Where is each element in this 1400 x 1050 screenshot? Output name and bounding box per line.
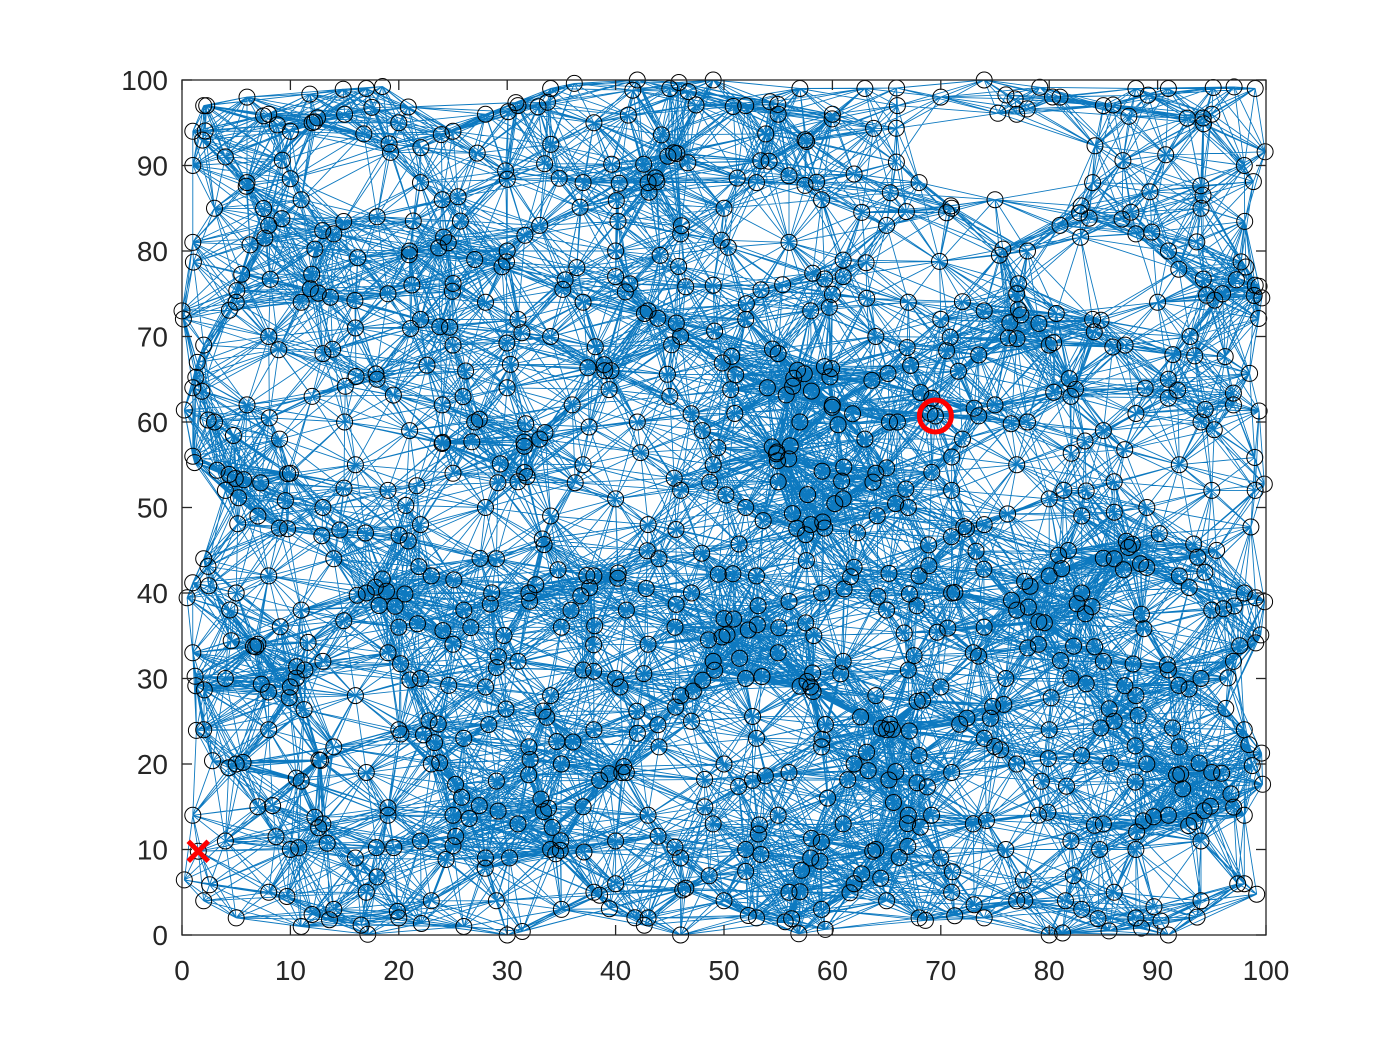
y-tick-label: 70: [137, 322, 168, 353]
special-markers: [186, 397, 954, 863]
x-tick-label: 0: [174, 955, 190, 986]
y-tick-label: 60: [137, 407, 168, 438]
x-tick-label: 60: [817, 955, 848, 986]
node-circles: [173, 71, 1274, 944]
y-tick-label: 50: [137, 493, 168, 524]
graph-edges: [181, 79, 1266, 936]
x-tick-label: 10: [275, 955, 306, 986]
x-tick-label: 80: [1034, 955, 1065, 986]
x-tick-label: 20: [383, 955, 414, 986]
y-tick-label: 100: [121, 65, 168, 96]
y-tick-label: 40: [137, 578, 168, 609]
y-tick-label: 30: [137, 664, 168, 695]
y-axis-ticks: 0 10 20 30 40 50 60 70 80 90 100: [121, 65, 1266, 951]
x-tick-label: 40: [600, 955, 631, 986]
plot-area: [173, 71, 1274, 944]
x-tick-label: 50: [708, 955, 739, 986]
y-tick-label: 20: [137, 749, 168, 780]
y-tick-label: 90: [137, 151, 168, 182]
goal-marker-circle: [916, 397, 954, 435]
x-tick-label: 90: [1142, 955, 1173, 986]
start-marker-x: [186, 839, 211, 863]
x-axis-ticks: 0 10 20 30 40 50 60 70 80 90 100: [174, 80, 1289, 986]
graph-nodes: [173, 71, 1274, 944]
edge-lines: [181, 79, 1266, 936]
y-tick-label: 0: [152, 920, 168, 951]
x-tick-label: 100: [1243, 955, 1290, 986]
x-tick-label: 30: [492, 955, 523, 986]
y-tick-label: 80: [137, 236, 168, 267]
x-tick-label: 70: [925, 955, 956, 986]
y-tick-label: 10: [137, 835, 168, 866]
